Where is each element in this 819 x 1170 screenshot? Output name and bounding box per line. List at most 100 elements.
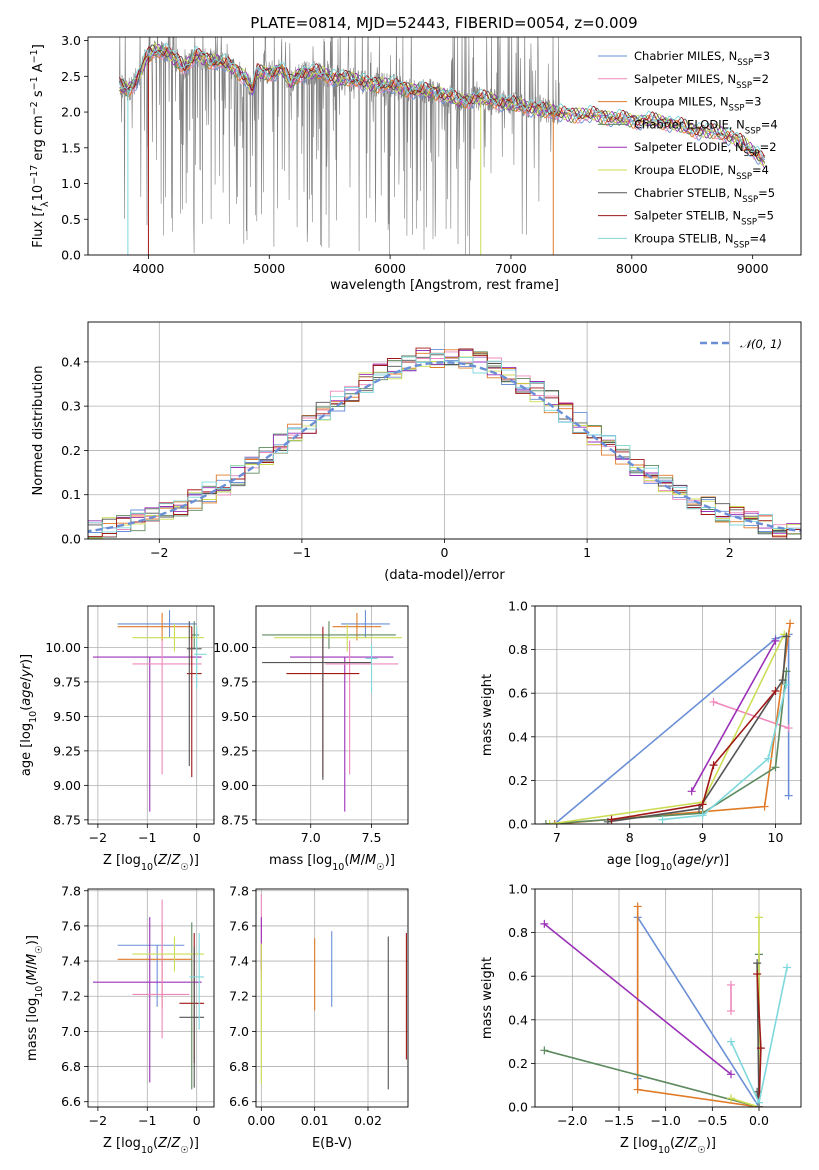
series-line-kroupa_miles [636, 906, 760, 1107]
y-tick-label: 6.6 [229, 1094, 249, 1109]
y-tick-label: 2.0 [61, 105, 81, 120]
y-tick-label: 9.75 [221, 674, 249, 689]
x-tick-label: 7 [553, 830, 561, 845]
series-salpeter_stelib [607, 687, 780, 824]
x-axis-label: mass [log10(M/M☉)] [269, 853, 395, 873]
plot-area-mass_vs_Z [92, 899, 205, 1090]
marker-salpeter_stelib [753, 970, 762, 979]
y-tick-label: 1.5 [61, 140, 81, 155]
y-tick-label: 7.0 [229, 1024, 249, 1039]
y-tick-label: 10.00 [45, 640, 81, 655]
marker-salpeter_miles [727, 1007, 735, 1016]
y-tick-label: 9.00 [221, 778, 249, 793]
series-line-chabrier_stelib [607, 636, 788, 823]
marker-chabrier_stelib [694, 804, 703, 813]
x-tick-label: 0.02 [354, 1113, 382, 1128]
plot-area-spectrum [118, 37, 766, 255]
x-tick-label: −1.0 [650, 1113, 680, 1128]
marker-salpeter_elodie [727, 1070, 735, 1079]
x-tick-label: 10 [768, 830, 784, 845]
marker-kroupa_elodie [727, 1094, 735, 1103]
errorbar-chabrier_miles [117, 610, 197, 638]
marker-chabrier_miles [784, 791, 793, 800]
y-tick-label: 3.0 [61, 33, 81, 48]
legend-label-kroupa_elodie: Kroupa ELODIE, NSSP=4 [634, 163, 769, 182]
plot-area-age_vs_mass [262, 610, 402, 812]
y-axis-label: mass weight [480, 674, 495, 756]
errorbar-kroupa_miles [117, 612, 192, 641]
series-line-chabrier_elodie [545, 671, 788, 824]
legend-label-salpeter_elodie: Salpeter ELODIE, NSSP=2 [634, 140, 777, 159]
marker-salpeter_miles [727, 980, 735, 989]
marker-kroupa_stelib [755, 1098, 763, 1107]
series-salpeter_elodie [687, 636, 780, 796]
y-tick-label: 9.00 [53, 778, 81, 793]
marker-salpeter_stelib [698, 800, 707, 809]
y-tick-label: 0.2 [61, 443, 81, 458]
series-salpeter_elodie [540, 919, 735, 1079]
figure-title: PLATE=0814, MJD=52443, FIBERID=0054, z=0… [250, 14, 637, 32]
errorbar-kroupa_elodie [132, 936, 205, 972]
axes-spectrum: 4000 5000 6000 7000 8000 9000 0.0 0.5 1.0 1.5 2.0 2… [61, 33, 769, 276]
x-tick-label: 2 [726, 545, 734, 560]
x-axis-label: Z [log10(Z/Z☉)] [103, 1136, 199, 1156]
marker-salpeter_elodie [771, 636, 780, 645]
errorbar-salpeter_elodie [92, 656, 202, 812]
y-tick-label: 9.25 [53, 743, 81, 758]
y-axis-label: mass [log10(M/M☉)] [25, 935, 45, 1061]
x-axis-label: wavelength [Angstrom, rest frame] [330, 278, 559, 293]
errorbar-chabrier_stelib [179, 947, 205, 1088]
axes-residuals: −2 −1 0 1 2 0.0 0.1 0.2 0.3 0.4 [61, 354, 734, 560]
series-line-salpeter_elodie [543, 923, 732, 1075]
marker-kroupa_miles [786, 619, 795, 628]
errorbar-chabrier_stelib [262, 634, 372, 780]
marker-kroupa_elodie [545, 820, 554, 824]
model-spectrum-kroupa_stelib [118, 42, 765, 159]
x-axis-label: Z [log10(Z/Z☉)] [103, 853, 199, 873]
y-tick-label: 7.2 [229, 989, 249, 1004]
legend-label-chabrier_miles: Chabrier MILES, NSSP=3 [634, 49, 770, 68]
x-tick-label: 0 [193, 830, 201, 845]
x-tick-label: 7000 [495, 261, 527, 276]
y-tick-label: 8.75 [53, 812, 81, 827]
x-tick-label: 9 [699, 830, 707, 845]
y-tick-label: 0.5 [61, 212, 81, 227]
marker-kroupa_stelib [727, 1037, 735, 1046]
axes-frame [87, 888, 215, 1108]
legend-label-chabrier_elodie: Chabrier ELODIE, NSSP=4 [634, 117, 778, 136]
y-tick-label: 8.75 [221, 812, 249, 827]
y-axis-label: mass weight [480, 957, 495, 1039]
x-tick-label: −0.5 [697, 1113, 727, 1128]
marker-kroupa_stelib [764, 754, 773, 763]
y-tick-label: 1.0 [508, 599, 528, 614]
y-tick-label: 6.8 [61, 1059, 81, 1074]
errorbar-chabrier_elodie [262, 621, 396, 649]
y-tick-label: 9.75 [53, 674, 81, 689]
errorbar-kroupa_miles [332, 612, 382, 641]
marker-kroupa_stelib [782, 680, 791, 689]
y-tick-label: 0.0 [61, 248, 81, 263]
axes-mass_vs_ebv: 0.00 0.01 0.02 6.6 6.8 7.0 7.2 7.4 7.6 7.8 [229, 883, 382, 1128]
y-tick-label: 0.6 [508, 969, 528, 984]
marker-kroupa_miles [633, 902, 642, 911]
y-tick-label: 7.0 [61, 1024, 81, 1039]
legend-label-salpeter_miles: Salpeter MILES, NSSP=2 [634, 72, 769, 91]
panel-age_vs_Z: −2 −1 0 8.75 9.00 9.25 9.50 9.75 10.00 Z [log10(Z… [19, 605, 215, 873]
x-tick-label: 7.5 [362, 830, 382, 845]
marker-chabrier_stelib [778, 676, 787, 685]
errorbar-kroupa_stelib [189, 932, 205, 1030]
plot-area-massweight_vs_Z [540, 902, 791, 1107]
y-tick-label: 0.6 [508, 686, 528, 701]
axes-mass_vs_Z: −2 −1 0 6.6 6.8 7.0 7.2 7.4 7.6 7.8 [61, 883, 201, 1128]
y-tick-label: 7.4 [61, 954, 81, 969]
y-tick-label: 1.0 [508, 882, 528, 897]
y-tick-label: 0.4 [508, 1012, 528, 1027]
x-tick-label: −2 [89, 830, 107, 845]
x-tick-label: 0 [193, 1113, 201, 1128]
x-tick-label: 4000 [133, 261, 165, 276]
x-tick-label: 0.0 [749, 1113, 769, 1128]
errorbar-kroupa_elodie [274, 623, 402, 652]
x-tick-label: 9000 [737, 261, 769, 276]
axes-frame [534, 888, 802, 1108]
